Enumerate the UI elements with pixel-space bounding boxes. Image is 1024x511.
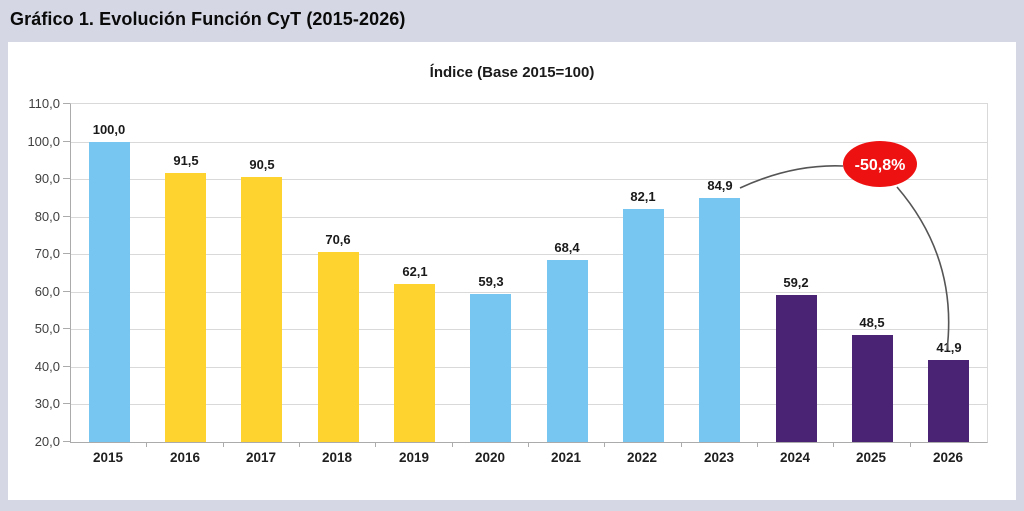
y-tick-mark xyxy=(63,366,70,367)
bar-value-label: 90,5 xyxy=(249,157,275,172)
x-tick-label-2015: 2015 xyxy=(92,450,124,465)
x-tick-mark xyxy=(604,442,605,447)
x-tick-label-2021: 2021 xyxy=(550,450,582,465)
bar-2018 xyxy=(318,252,359,442)
y-tick-mark xyxy=(63,403,70,404)
y-tick-label: 100,0 xyxy=(27,134,60,149)
gridline xyxy=(71,217,987,218)
bar-value-label: 59,3 xyxy=(478,274,504,289)
chart-title: Índice (Base 2015=100) xyxy=(429,64,595,81)
bar-value-label: 82,1 xyxy=(630,189,656,204)
chart-panel: Índice (Base 2015=100) 100,0 91,5 90,5 70,6… xyxy=(8,42,1016,500)
y-tick-label: 70,0 xyxy=(34,246,60,261)
x-tick-mark xyxy=(681,442,682,447)
x-tick-label-2023: 2023 xyxy=(703,450,735,465)
x-tick-label-2020: 2020 xyxy=(474,450,506,465)
gridline xyxy=(71,292,987,293)
bar-value-label: 59,2 xyxy=(783,275,809,290)
x-tick-label-2017: 2017 xyxy=(245,450,277,465)
bar-2015 xyxy=(89,142,130,442)
x-tick-mark xyxy=(375,442,376,447)
x-tick-mark xyxy=(146,442,147,447)
x-tick-mark xyxy=(299,442,300,447)
y-tick-label: 30,0 xyxy=(34,396,60,411)
bar-value-label: 84,9 xyxy=(707,178,733,193)
bar-2017 xyxy=(241,177,282,442)
y-tick-mark xyxy=(63,103,70,104)
bar-2019 xyxy=(394,284,435,442)
gridline xyxy=(71,367,987,368)
bar-value-label: 70,6 xyxy=(325,232,351,247)
y-tick-label: 90,0 xyxy=(34,171,60,186)
bar-2024 xyxy=(776,295,817,442)
bar-2025 xyxy=(852,335,893,442)
y-tick-label: 60,0 xyxy=(34,284,60,299)
gridline xyxy=(71,179,987,180)
bar-2020 xyxy=(470,294,511,442)
y-tick-label: 50,0 xyxy=(34,321,60,336)
y-tick-mark xyxy=(63,178,70,179)
gridline xyxy=(71,142,987,143)
bar-value-label: 100,0 xyxy=(92,122,126,137)
page-title: Gráfico 1. Evolución Función CyT (2015-2… xyxy=(10,9,406,29)
y-tick-mark xyxy=(63,441,70,442)
gridline xyxy=(71,329,987,330)
bar-value-label: 91,5 xyxy=(173,153,199,168)
bar-value-label: 41,9 xyxy=(936,340,962,355)
y-tick-mark xyxy=(63,253,70,254)
bar-2022 xyxy=(623,209,664,442)
x-tick-label-2026: 2026 xyxy=(932,450,964,465)
y-tick-mark xyxy=(63,328,70,329)
x-tick-mark xyxy=(223,442,224,447)
bar-2021 xyxy=(547,260,588,442)
bar-value-label: 48,5 xyxy=(859,315,885,330)
gridline xyxy=(71,254,987,255)
x-tick-label-2019: 2019 xyxy=(398,450,430,465)
x-tick-label-2016: 2016 xyxy=(169,450,201,465)
bar-2023 xyxy=(699,198,740,442)
bar-value-label: 62,1 xyxy=(402,264,428,279)
x-tick-mark xyxy=(528,442,529,447)
x-tick-mark xyxy=(910,442,911,447)
x-tick-mark xyxy=(757,442,758,447)
y-tick-mark xyxy=(63,141,70,142)
x-tick-label-2024: 2024 xyxy=(779,450,811,465)
bar-2026 xyxy=(928,360,969,442)
x-tick-label-2022: 2022 xyxy=(626,450,658,465)
x-tick-mark xyxy=(833,442,834,447)
y-tick-mark xyxy=(63,291,70,292)
x-tick-mark xyxy=(452,442,453,447)
gridline xyxy=(71,404,987,405)
y-tick-mark xyxy=(63,216,70,217)
y-tick-label: 80,0 xyxy=(34,209,60,224)
y-tick-label: 40,0 xyxy=(34,359,60,374)
bar-2016 xyxy=(165,173,206,442)
x-tick-label-2018: 2018 xyxy=(321,450,353,465)
plot-area: 100,0 91,5 90,5 70,6 62,1 59,3 68,4 82,1 84,9 59,… xyxy=(70,103,988,443)
y-tick-label: 20,0 xyxy=(34,434,60,449)
y-tick-label: 110,0 xyxy=(28,96,60,111)
bar-value-label: 68,4 xyxy=(554,240,580,255)
x-tick-label-2025: 2025 xyxy=(855,450,887,465)
